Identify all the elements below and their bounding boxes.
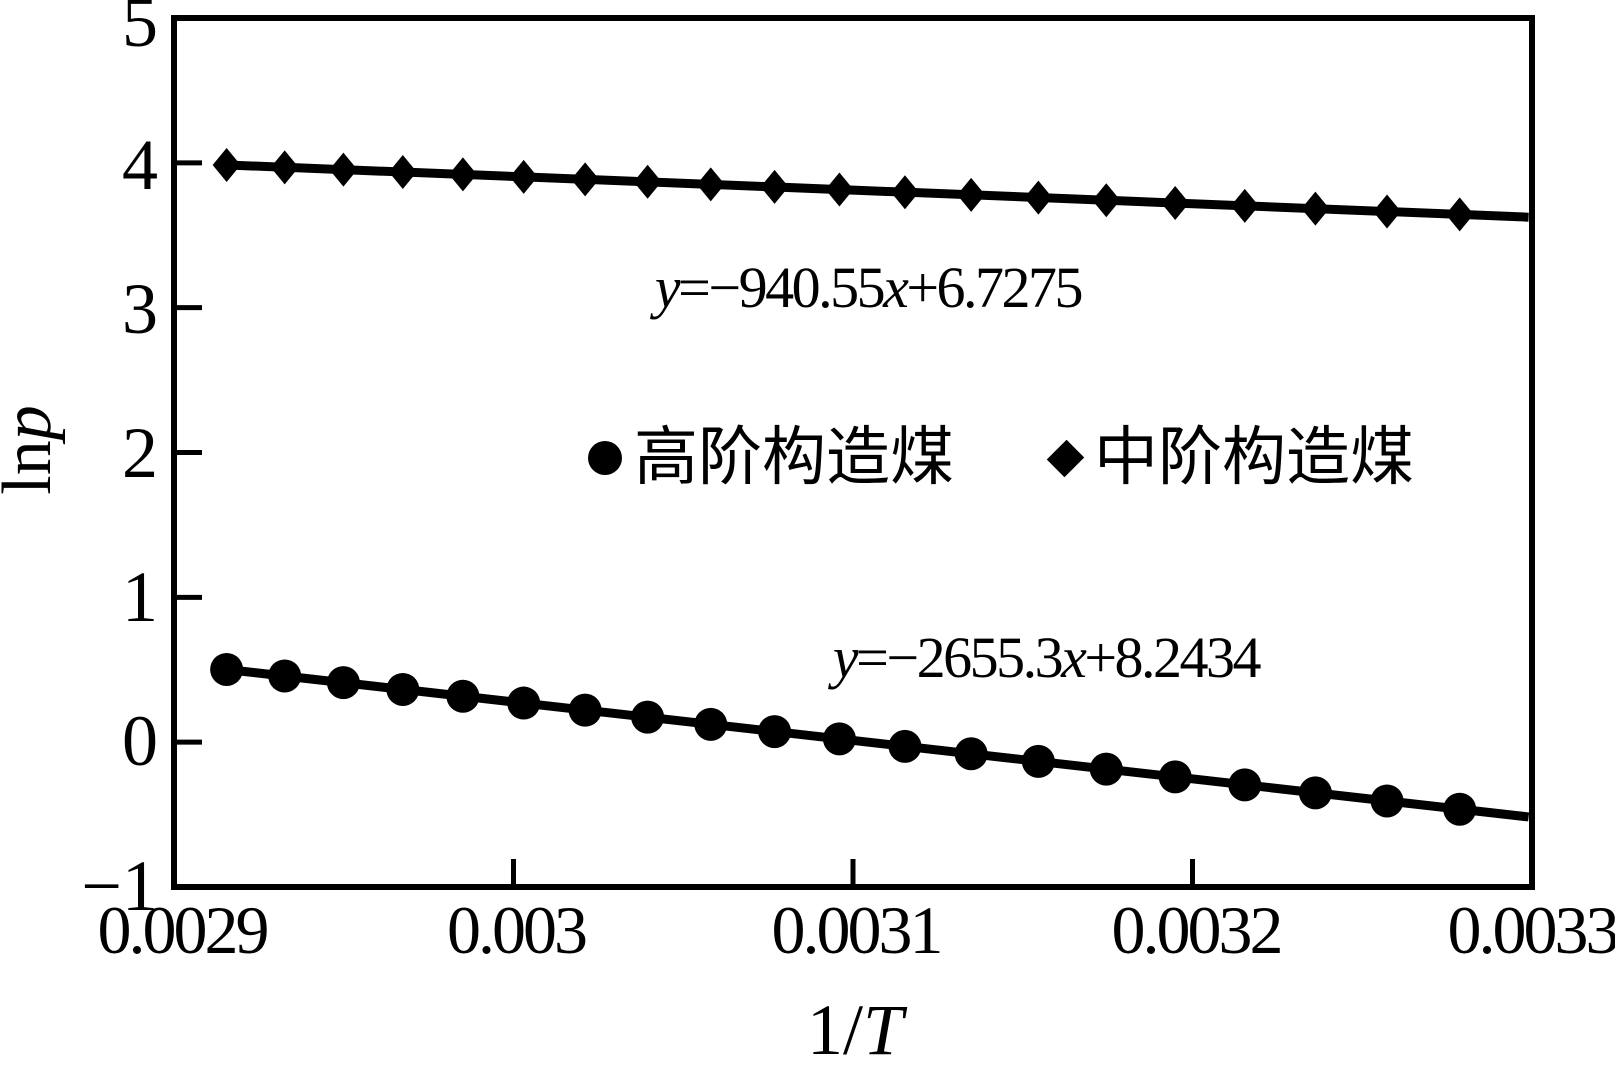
- x-tick-label: 0.0032: [1111, 892, 1284, 968]
- diamond-marker-icon: [1046, 439, 1085, 477]
- x-tick-label: 0.003: [447, 892, 588, 968]
- x-tick-label: 0.0029: [97, 892, 270, 968]
- equation-term: =−940.55: [678, 255, 885, 320]
- y-tick-label: 2: [122, 413, 158, 493]
- y-tick-label: 4: [122, 125, 158, 205]
- equation-term: =−2655.3: [856, 625, 1063, 690]
- x-axis-title-variable: T: [862, 990, 904, 1070]
- y-axis-title: lnp: [0, 405, 66, 495]
- equation-term: y: [654, 255, 681, 320]
- fit-equation-high-rank: y=−2655.3x+8.2434: [833, 629, 1262, 687]
- y-axis-title-variable: p: [0, 405, 66, 440]
- y-tick-label: −1: [81, 846, 158, 926]
- y-tick-label: 3: [122, 269, 158, 349]
- equation-term: +6.7275: [906, 255, 1083, 320]
- equation-term: y: [832, 625, 859, 690]
- legend-label: 高阶构造煤: [634, 422, 954, 493]
- x-tick-label: 0.0033: [1447, 892, 1615, 968]
- circle-marker-icon: [588, 441, 622, 475]
- x-axis-title-text: 1/: [806, 990, 863, 1070]
- y-tick-label: 0: [122, 701, 158, 781]
- legend-item-high-rank: 高阶构造煤: [588, 426, 954, 490]
- legend-item-medium-rank: 中阶构造煤: [1046, 422, 1414, 493]
- legend-label: 中阶构造煤: [1094, 422, 1414, 493]
- y-tick-label: 5: [122, 0, 158, 62]
- equation-term: x: [1061, 625, 1087, 690]
- x-axis-title: 1/T: [807, 994, 903, 1066]
- y-axis-title-text: ln: [0, 440, 66, 495]
- y-tick-label: 1: [122, 557, 158, 637]
- equation-term: x: [883, 255, 909, 320]
- fit-equation-medium-rank: y=−940.55x+6.7275: [655, 259, 1084, 317]
- equation-term: +8.2434: [1084, 625, 1261, 690]
- x-tick-label: 0.0031: [771, 892, 944, 968]
